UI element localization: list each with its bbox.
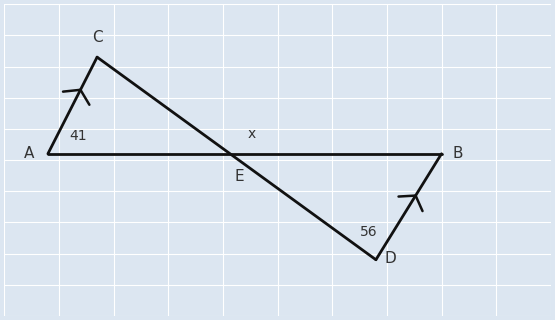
Text: D: D	[384, 251, 396, 266]
Text: x: x	[248, 127, 256, 141]
Text: A: A	[24, 146, 34, 161]
Text: 41: 41	[70, 129, 87, 143]
Text: C: C	[92, 30, 103, 45]
Text: 56: 56	[360, 226, 377, 239]
Text: B: B	[452, 146, 463, 161]
Text: E: E	[234, 169, 244, 184]
